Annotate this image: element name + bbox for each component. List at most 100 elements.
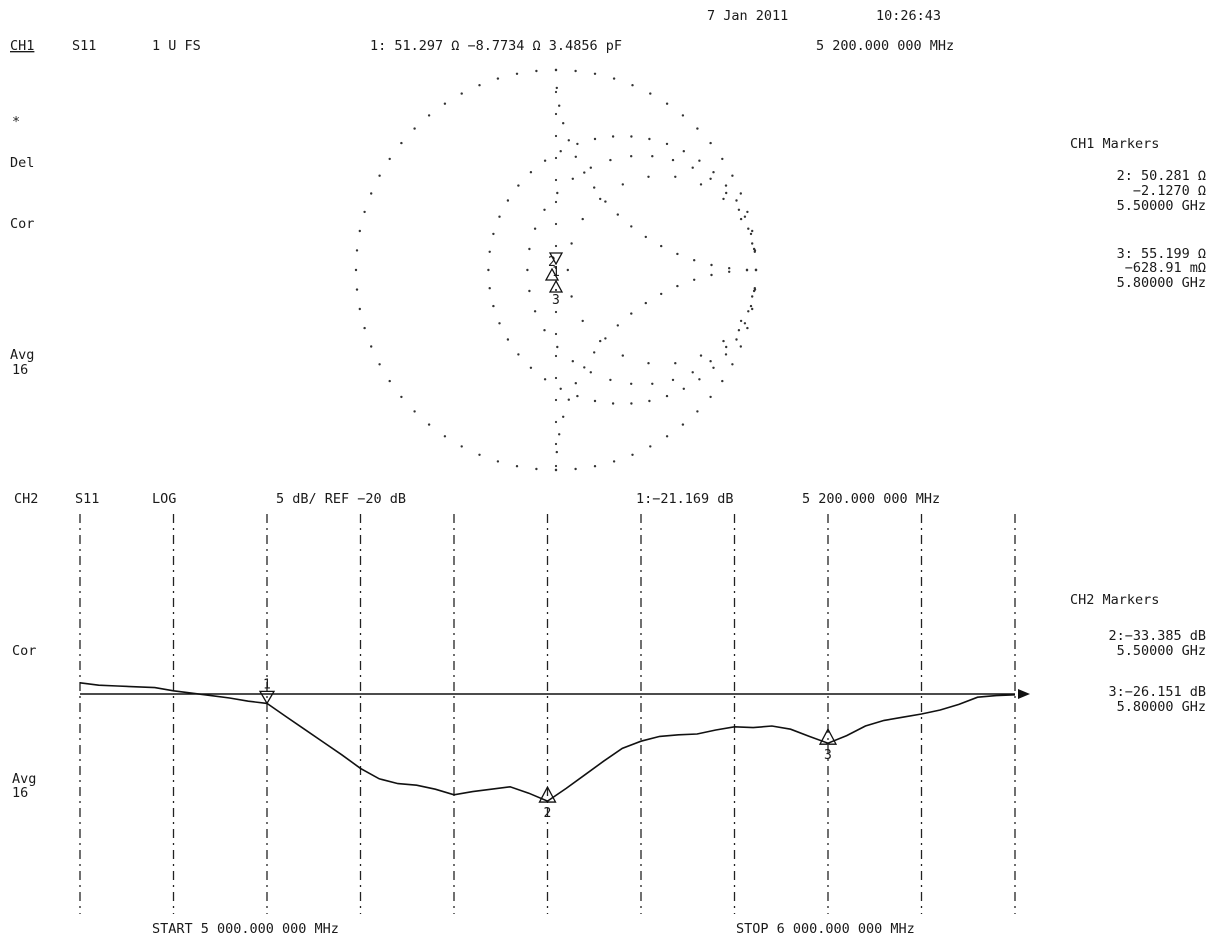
smith-reactance-dot (630, 312, 633, 315)
smith-resistance-dot (517, 184, 520, 187)
ch2-marker-3 (818, 727, 838, 745)
smith-outer-dot (515, 465, 519, 468)
smith-outer-dot (427, 114, 431, 117)
ch2-marker3-value: 3:−26.151 dB (1108, 684, 1206, 700)
smith-outer-dot (413, 410, 416, 413)
smith-resistance-dot (621, 183, 624, 186)
smith-reactance-dot (630, 225, 633, 228)
ch1-marker-readout: 1: 51.297 Ω −8.7734 Ω 3.4856 pF (370, 38, 622, 54)
smith-resistance-dot (609, 378, 612, 382)
smith-axis-dot (554, 354, 558, 358)
smith-outer-dot (354, 268, 358, 272)
ch2-param-label: S11 (75, 491, 99, 507)
smith-resistance-dot (543, 159, 547, 162)
ch2-side-cor: Cor (12, 643, 36, 659)
smith-reactance-dot (616, 324, 619, 327)
ch2-side-avg-count: 16 (12, 785, 28, 801)
smith-outer-dot (721, 379, 724, 383)
smith-resistance-dot (754, 268, 758, 272)
smith-resistance-dot (743, 322, 747, 325)
smith-resistance-dot (593, 399, 597, 403)
smith-marker-3 (548, 279, 564, 293)
smith-reactance-dot (555, 86, 558, 90)
smith-resistance-dot (737, 208, 741, 211)
smith-resistance-dot (581, 319, 584, 323)
smith-resistance-dot (571, 177, 574, 180)
smith-outer-dot (460, 92, 463, 95)
ch2-marker-1 (258, 690, 276, 705)
smith-axis-dot (554, 156, 558, 160)
smith-resistance-dot (725, 191, 728, 195)
smith-resistance-dot (709, 360, 712, 363)
smith-outer-dot (593, 72, 597, 76)
smith-resistance-dot (691, 371, 694, 374)
smith-outer-dot (535, 69, 538, 73)
smith-resistance-dot (674, 362, 677, 365)
smith-resistance-dot (739, 217, 743, 221)
smith-outer-dot (665, 102, 669, 105)
smith-resistance-dot (674, 175, 677, 178)
smith-axis-dot (554, 442, 558, 446)
smith-outer-dot (413, 127, 416, 130)
smith-reactance-dot (574, 155, 577, 158)
ch2-marker2-freq: 5.50000 GHz (1117, 643, 1206, 659)
smith-resistance-dot (543, 329, 546, 332)
smith-resistance-dot (566, 268, 569, 272)
smith-resistance-dot (630, 155, 633, 158)
ch1-side-avg: Avg (10, 347, 34, 363)
smith-resistance-dot (543, 208, 546, 211)
ch1-marker3-freq: 5.80000 GHz (1117, 275, 1206, 291)
smith-reactance-dot (574, 382, 577, 385)
smith-resistance-dot (556, 191, 559, 195)
smith-reactance-dot (693, 278, 696, 281)
smith-resistance-dot (487, 268, 490, 272)
smith-reactance-dot (567, 139, 570, 142)
smith-resistance-dot (752, 247, 756, 251)
smith-reactance-dot (710, 263, 713, 267)
smith-resistance-dot (492, 304, 495, 308)
ch1-scale-label: 1 U FS (152, 38, 201, 54)
ch2-grid (79, 514, 1016, 914)
smith-resistance-dot (559, 150, 562, 153)
smith-reactance-dot (745, 268, 749, 271)
smith-resistance-dot (593, 137, 597, 141)
smith-reactance-dot (604, 200, 607, 203)
smith-resistance-dot (691, 166, 694, 169)
smith-resistance-dot (709, 177, 712, 180)
smith-resistance-dot (599, 339, 602, 343)
smith-resistance-dot (599, 197, 602, 201)
smith-chart: 12 3 (354, 68, 758, 472)
smith-outer-dot (355, 249, 359, 252)
smith-outer-dot (515, 72, 519, 76)
smith-resistance-dot (665, 142, 669, 146)
ch2-marker3-freq: 5.80000 GHz (1117, 699, 1206, 715)
smith-resistance-dot (724, 353, 728, 356)
smith-reactance-dot (583, 366, 586, 369)
smith-resistance-dot (682, 150, 685, 153)
smith-resistance-dot (682, 387, 685, 390)
smith-marker-label: 3 (552, 293, 560, 308)
smith-axis-dot (554, 134, 558, 138)
smith-resistance-dot (725, 345, 728, 349)
ch1-marker2-r: 2: 50.281 Ω (1117, 168, 1206, 184)
smith-outer-dot (478, 453, 481, 456)
smith-outer-dot (631, 84, 634, 87)
smith-resistance-dot (576, 394, 579, 398)
smith-reactance-dot (710, 273, 713, 277)
ch2-marker-label: 2 (544, 806, 552, 821)
smith-marker-2 (544, 267, 560, 281)
smith-axis-dot (554, 376, 558, 380)
smith-reactance-dot (644, 235, 647, 239)
smith-resistance-dot (698, 159, 701, 162)
smith-outer-dot (535, 467, 538, 471)
smith-reactance-dot (567, 398, 570, 401)
smith-axis-dot (554, 332, 558, 336)
smith-axis-dot (554, 222, 558, 226)
smith-resistance-dot (611, 402, 615, 405)
smith-outer-dot (355, 288, 359, 291)
smith-resistance-dot (671, 158, 675, 162)
smith-reactance-dot (660, 292, 663, 296)
smith-outer-dot (631, 453, 634, 456)
smith-resistance-dot (737, 329, 741, 332)
